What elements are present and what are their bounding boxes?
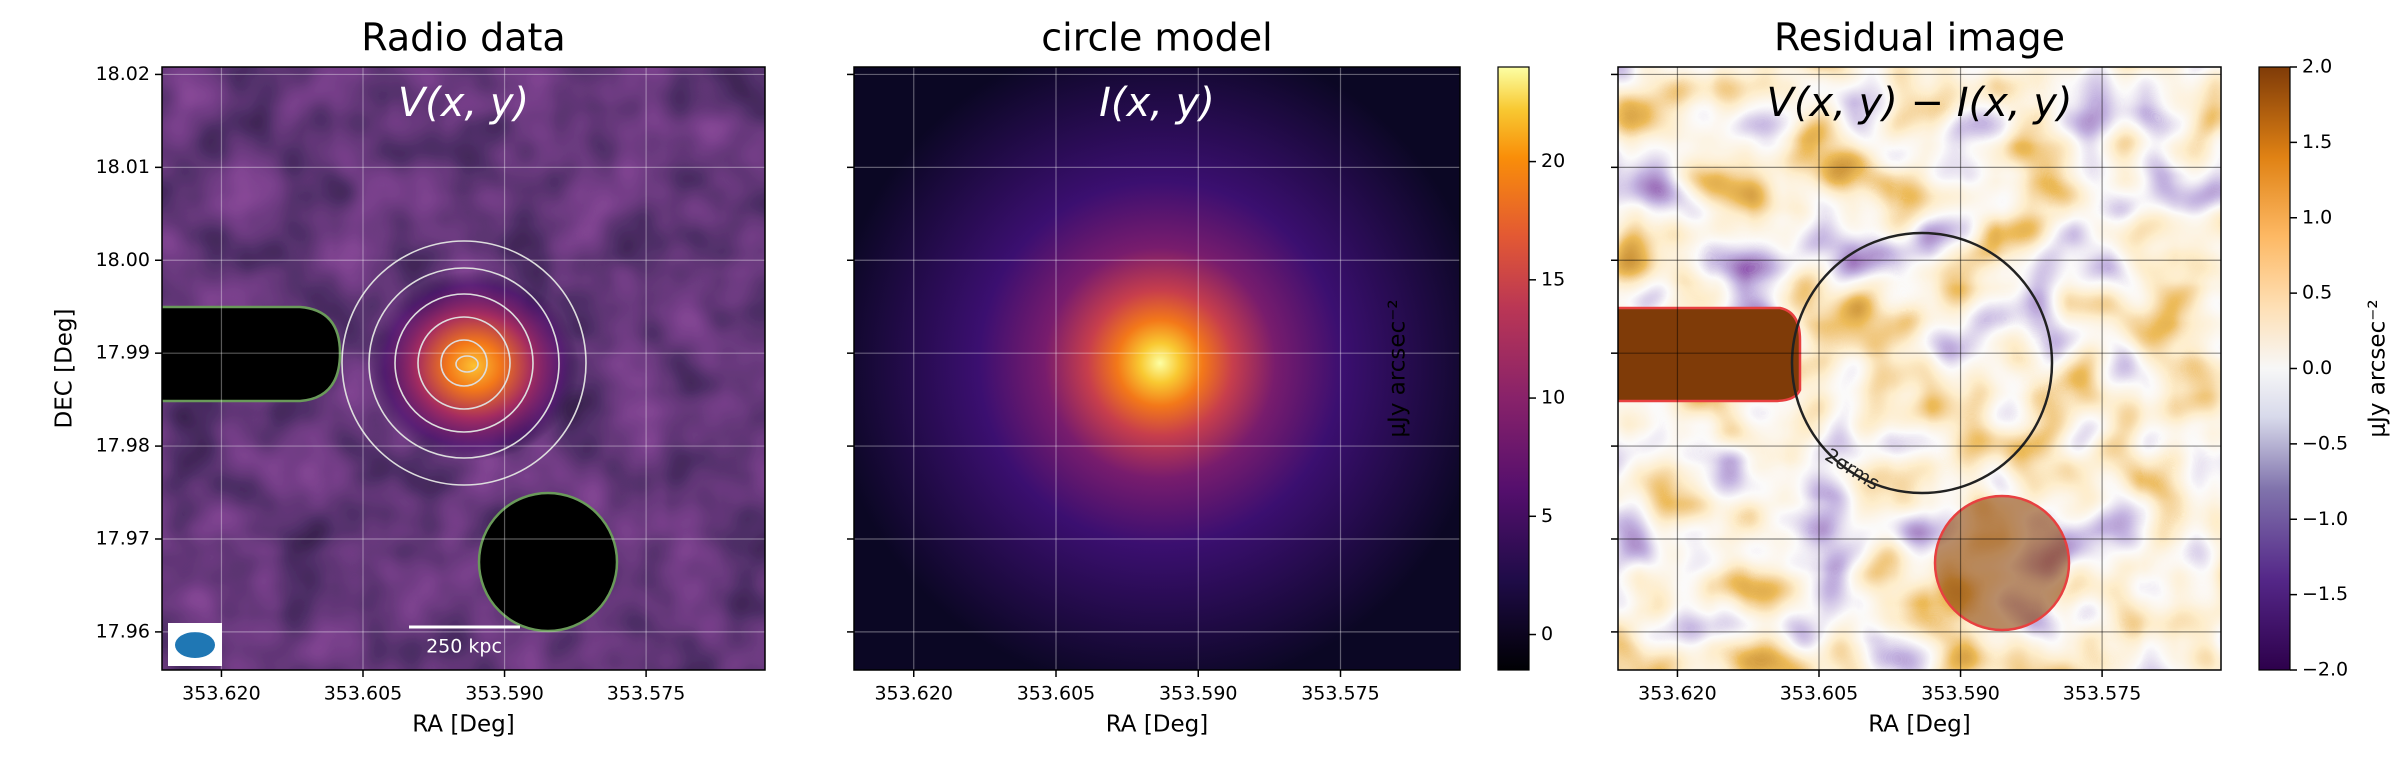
x-tick-label: 353.590 (1159, 683, 1238, 705)
y-tick-label: 17.98 (96, 435, 150, 457)
panel-title: Radio data (361, 16, 565, 60)
colorbar-tick-label: 0.0 (2302, 357, 2332, 379)
x-tick-label: 353.590 (465, 683, 544, 705)
residual-image (1618, 67, 2221, 670)
radio-image (162, 67, 765, 670)
panel-title: circle model (1041, 16, 1272, 60)
colorbar (1497, 66, 1530, 671)
colorbar-tick-label: 2.0 (2302, 56, 2332, 78)
panel-annotation: V(x, y) (398, 80, 529, 126)
plot-frame (853, 66, 1461, 671)
y-tick-label: 18.01 (96, 156, 150, 178)
model-image (854, 67, 1460, 670)
x-tick-label: 353.590 (1921, 683, 2000, 705)
colorbar-tick-label: −2.0 (2302, 659, 2348, 681)
colorbar-tick-label: 15 (1541, 268, 1565, 290)
y-tick-label: 18.02 (96, 63, 150, 85)
colorbar-label: μJy arcsec⁻² (1385, 299, 1411, 437)
x-tick-label: 353.620 (874, 683, 953, 705)
colorbar-tick-label: 20 (1541, 150, 1565, 172)
x-tick-label: 353.575 (1301, 683, 1380, 705)
colorbar-tick-label: 10 (1541, 387, 1565, 409)
y-tick-label: 17.99 (96, 342, 150, 364)
colorbar-tick-label: 1.5 (2302, 131, 2332, 153)
panel-annotation: I(x, y) (1099, 80, 1215, 126)
x-tick-label: 353.575 (607, 683, 686, 705)
colorbar-tick-label: 1.0 (2302, 206, 2332, 228)
x-tick-label: 353.575 (2063, 683, 2142, 705)
x-axis-label: RA [Deg] (1868, 712, 1971, 738)
colorbar-label: μJy arcsec⁻² (2365, 299, 2391, 437)
plot-frame (161, 66, 766, 671)
x-tick-label: 353.605 (1017, 683, 1096, 705)
colorbar (2258, 66, 2291, 671)
scale-bar-label: 250 kpc (426, 636, 502, 658)
colorbar-tick-label: −1.0 (2302, 508, 2348, 530)
panel-title: Residual image (1774, 16, 2065, 60)
colorbar-tick-label: 0.5 (2302, 282, 2332, 304)
colorbar-tick-label: −1.5 (2302, 583, 2348, 605)
y-tick-label: 17.97 (96, 527, 150, 549)
y-tick-label: 17.96 (96, 620, 150, 642)
y-axis-label: DEC [Deg] (52, 308, 78, 428)
x-axis-label: RA [Deg] (1106, 712, 1209, 738)
x-tick-label: 353.605 (1780, 683, 1859, 705)
x-tick-label: 353.605 (324, 683, 403, 705)
colorbar-tick-label: −0.5 (2302, 432, 2348, 454)
y-tick-label: 18.00 (96, 249, 150, 271)
colorbar-tick-label: 5 (1541, 505, 1553, 527)
x-tick-label: 353.620 (1638, 683, 1717, 705)
panel-annotation: V(x, y) − I(x, y) (1766, 80, 2072, 126)
x-tick-label: 353.620 (182, 683, 261, 705)
x-axis-label: RA [Deg] (412, 712, 515, 738)
colorbar-tick-label: 0 (1541, 623, 1553, 645)
plot-frame (1617, 66, 2222, 671)
